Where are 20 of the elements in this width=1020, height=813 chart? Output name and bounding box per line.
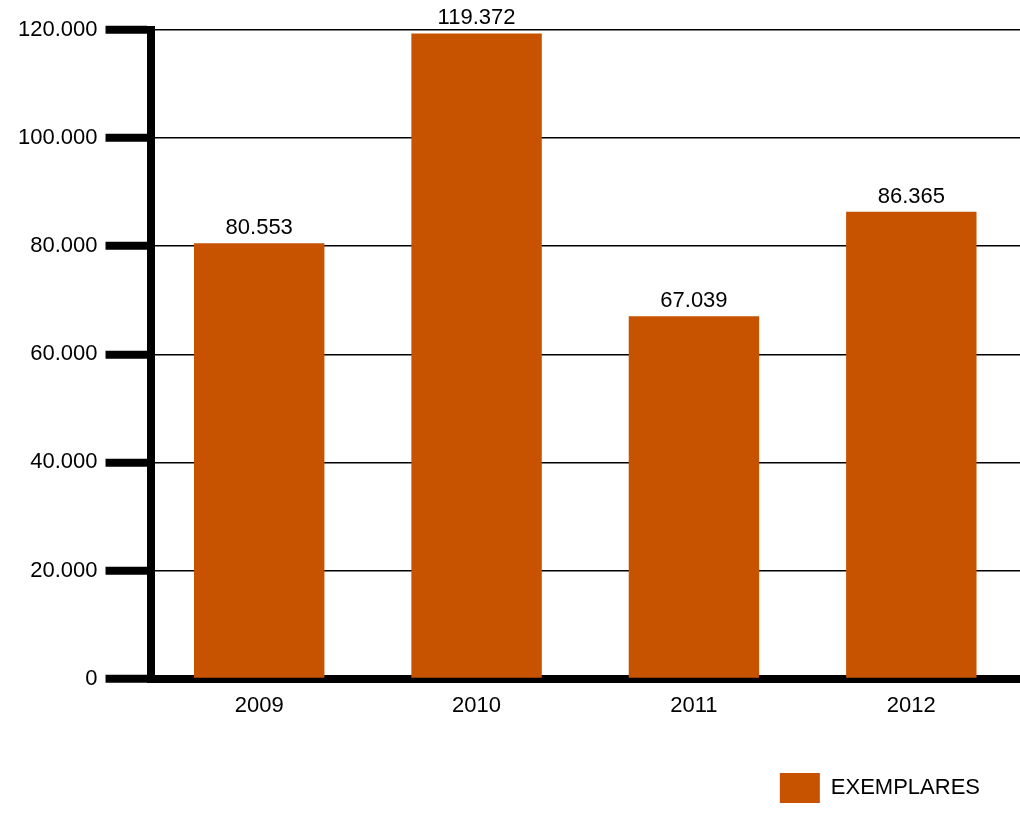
legend-label: EXEMPLARES <box>830 774 981 800</box>
data-label: 80.553 <box>225 214 293 240</box>
data-label: 119.372 <box>437 4 516 30</box>
bar <box>846 211 977 678</box>
x-tick-label: 2010 <box>452 691 502 717</box>
y-tick-label: 80.000 <box>30 232 98 258</box>
y-tick-label: 100.000 <box>17 124 98 150</box>
data-label: 86.365 <box>877 182 945 208</box>
bar <box>628 316 760 678</box>
y-tick-label: 120.000 <box>17 16 98 42</box>
data-label: 67.039 <box>660 287 728 313</box>
y-tick-label: 40.000 <box>30 448 98 474</box>
x-tick-label: 2009 <box>234 691 284 717</box>
bar <box>411 33 542 678</box>
x-tick-label: 2012 <box>886 691 936 717</box>
y-tick-label: 60.000 <box>30 340 98 366</box>
y-tick-label: 0 <box>85 664 98 690</box>
x-tick-label: 2011 <box>670 691 718 717</box>
bar <box>194 243 325 678</box>
y-tick-label: 20.000 <box>30 556 98 582</box>
